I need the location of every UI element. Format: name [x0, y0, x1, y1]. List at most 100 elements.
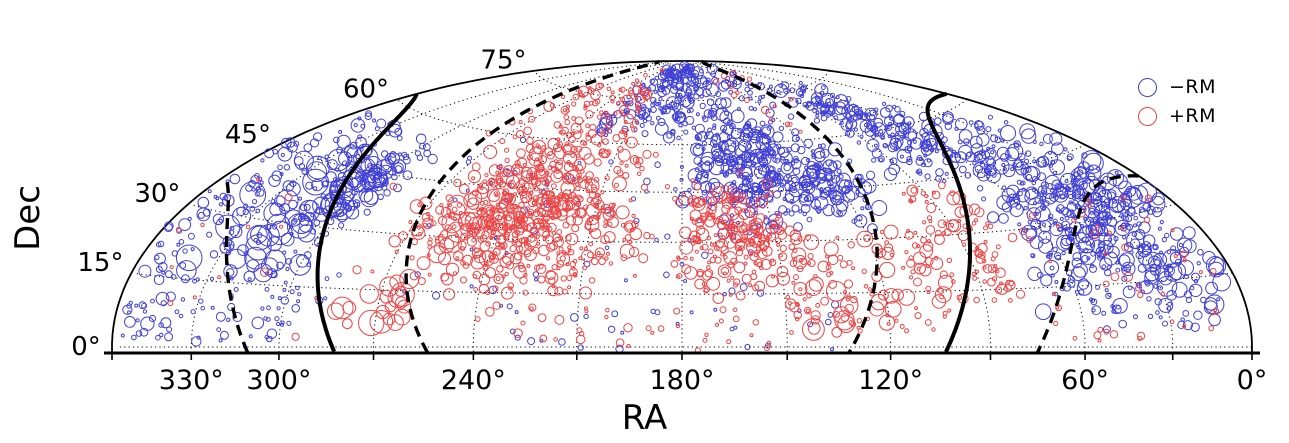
rm-point — [712, 123, 717, 128]
rm-point — [1114, 220, 1131, 236]
rm-point — [751, 163, 756, 168]
rm-point — [806, 193, 815, 202]
x-tick-label-240: 240° — [441, 365, 506, 396]
rm-point — [1106, 265, 1112, 270]
x-tick-label-0: 0° — [1237, 365, 1268, 396]
rm-point — [942, 111, 954, 123]
rm-point — [683, 255, 688, 261]
rm-point — [859, 134, 864, 139]
rm-point — [532, 195, 540, 203]
rm-point — [954, 151, 967, 164]
rm-point — [1056, 204, 1065, 213]
rm-point — [215, 196, 220, 201]
rm-point — [920, 190, 926, 196]
rm-point — [882, 101, 887, 107]
rm-point — [1109, 330, 1119, 339]
rm-point — [389, 274, 405, 290]
rm-point — [296, 299, 301, 304]
y-axis-labels: 0°15°30°45°60°75° — [71, 46, 526, 362]
rm-point — [337, 197, 344, 205]
rm-point — [192, 295, 197, 300]
rm-point — [512, 206, 527, 221]
rm-point — [778, 125, 785, 132]
rm-point — [930, 257, 944, 270]
rm-point — [763, 193, 768, 198]
rm-point — [458, 211, 478, 232]
rm-point — [878, 314, 896, 331]
rm-point — [704, 268, 714, 278]
rm-point — [815, 113, 820, 118]
rm-point — [946, 257, 953, 263]
rm-point — [596, 251, 601, 255]
rm-point — [120, 333, 125, 338]
rm-point — [1202, 250, 1216, 265]
parallel-dec-45 — [281, 144, 1086, 193]
rm-point — [1107, 230, 1112, 235]
rm-point — [906, 156, 913, 162]
rm-point — [845, 95, 852, 102]
rm-point — [1095, 224, 1100, 229]
rm-point — [749, 224, 758, 234]
rm-point — [394, 285, 406, 297]
rm-point — [402, 156, 411, 165]
rm-point — [995, 269, 1000, 274]
rm-point — [750, 217, 764, 231]
rm-point — [995, 267, 1006, 279]
rm-point — [1003, 284, 1012, 293]
rm-point — [673, 307, 681, 315]
rm-point — [217, 275, 222, 280]
rm-point — [811, 184, 816, 189]
rm-point — [556, 137, 561, 142]
rm-point — [352, 265, 362, 275]
rm-point — [627, 100, 634, 107]
rm-point — [671, 65, 676, 70]
rm-point — [806, 216, 813, 223]
rm-point — [513, 212, 518, 217]
rm-point — [654, 75, 660, 81]
rm-point — [553, 236, 565, 248]
rm-point — [453, 178, 462, 188]
rm-point — [298, 196, 303, 201]
rm-point — [535, 263, 547, 275]
rm-point — [702, 337, 708, 343]
rm-point — [451, 206, 458, 213]
rm-point — [1087, 165, 1094, 172]
rm-point — [730, 182, 735, 188]
rm-point — [761, 126, 772, 136]
rm-point — [585, 110, 594, 119]
rm-point — [724, 110, 730, 116]
rm-point — [786, 208, 791, 213]
rm-point — [662, 69, 668, 76]
rm-point — [264, 286, 270, 292]
rm-point — [1097, 338, 1102, 343]
rm-point — [845, 297, 850, 302]
rm-point — [310, 138, 320, 148]
rm-point — [638, 253, 649, 264]
rm-point — [620, 254, 628, 262]
rm-point — [798, 209, 803, 214]
rm-point — [797, 235, 803, 241]
rm-point — [1089, 264, 1097, 273]
rm-point — [409, 255, 415, 261]
rm-point — [745, 81, 750, 86]
rm-point — [1064, 179, 1069, 184]
rm-point — [735, 244, 742, 252]
rm-point — [636, 171, 642, 177]
rm-point — [733, 261, 746, 274]
rm-point — [1170, 227, 1184, 241]
rm-point — [512, 134, 518, 140]
rm-point — [753, 165, 768, 179]
rm-point — [260, 257, 279, 276]
rm-point — [469, 284, 474, 289]
rm-point — [1160, 291, 1166, 297]
rm-point — [1093, 331, 1102, 340]
rm-point — [828, 142, 843, 157]
rm-point — [1040, 181, 1050, 190]
rm-point — [519, 242, 533, 256]
rm-point — [987, 277, 996, 287]
rm-point — [481, 230, 490, 240]
rm-point — [607, 325, 616, 333]
rm-point — [272, 224, 278, 230]
rm-point — [947, 308, 952, 313]
rm-point — [370, 269, 375, 274]
